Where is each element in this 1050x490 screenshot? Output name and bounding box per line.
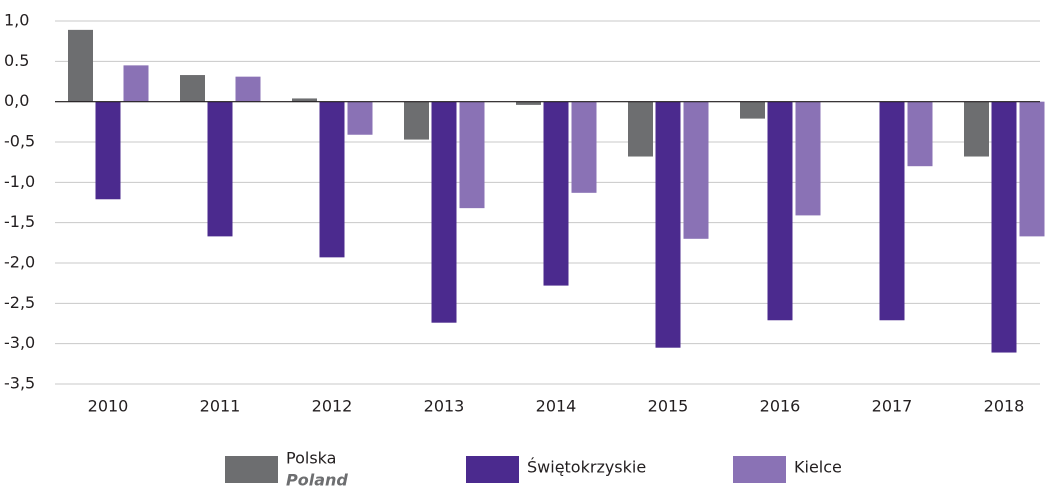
y-tick-label: -3,0 [4,333,35,352]
y-tick-label: -0,5 [4,132,35,151]
bar [68,29,93,102]
bar [1019,101,1045,237]
bar [991,101,1017,353]
bar [795,101,821,216]
bar [292,98,317,102]
x-tick-label: 2013 [424,397,465,416]
bar [907,101,933,167]
y-tick-label: -1,0 [4,172,35,191]
bar [683,101,709,239]
y-tick-label: -2,5 [4,293,35,312]
legend-label-alt: Poland [286,471,348,490]
bar [235,76,261,102]
bar [207,101,233,237]
bar [543,101,569,286]
bar [964,101,989,157]
x-tick-label: 2010 [88,397,129,416]
y-tick-label: 0.5 [4,51,29,70]
bar [628,101,653,157]
bar [319,101,345,258]
x-tick-label: 2014 [536,397,577,416]
bar [879,101,905,321]
x-tick-label: 2015 [648,397,689,416]
x-tick-label: 2012 [312,397,353,416]
legend-label: Kielce [794,458,842,477]
legend-swatch [225,456,278,483]
bar [180,75,205,102]
bar [95,101,121,200]
bar [516,101,541,105]
bar [431,101,457,323]
x-tick-label: 2018 [984,397,1025,416]
x-tick-label: 2017 [872,397,913,416]
bar [459,101,485,209]
bar [740,101,765,119]
legend-swatch [466,456,519,483]
y-tick-label: -3,5 [4,374,35,393]
x-tick-label: 2011 [200,397,241,416]
bar [655,101,681,348]
x-tick-label: 2016 [760,397,801,416]
y-tick-label: -2,0 [4,253,35,272]
y-tick-label: -1,5 [4,212,35,231]
y-tick-label: 0,0 [4,91,29,110]
bar [767,101,793,321]
bar [347,101,373,135]
legend-swatch [733,456,786,483]
y-tick-label: 1,0 [4,11,29,30]
legend-label: Świętokrzyskie [527,458,646,477]
bar [123,65,149,102]
bar [404,101,429,140]
bar [571,101,597,193]
legend-label: Polska [286,449,336,468]
